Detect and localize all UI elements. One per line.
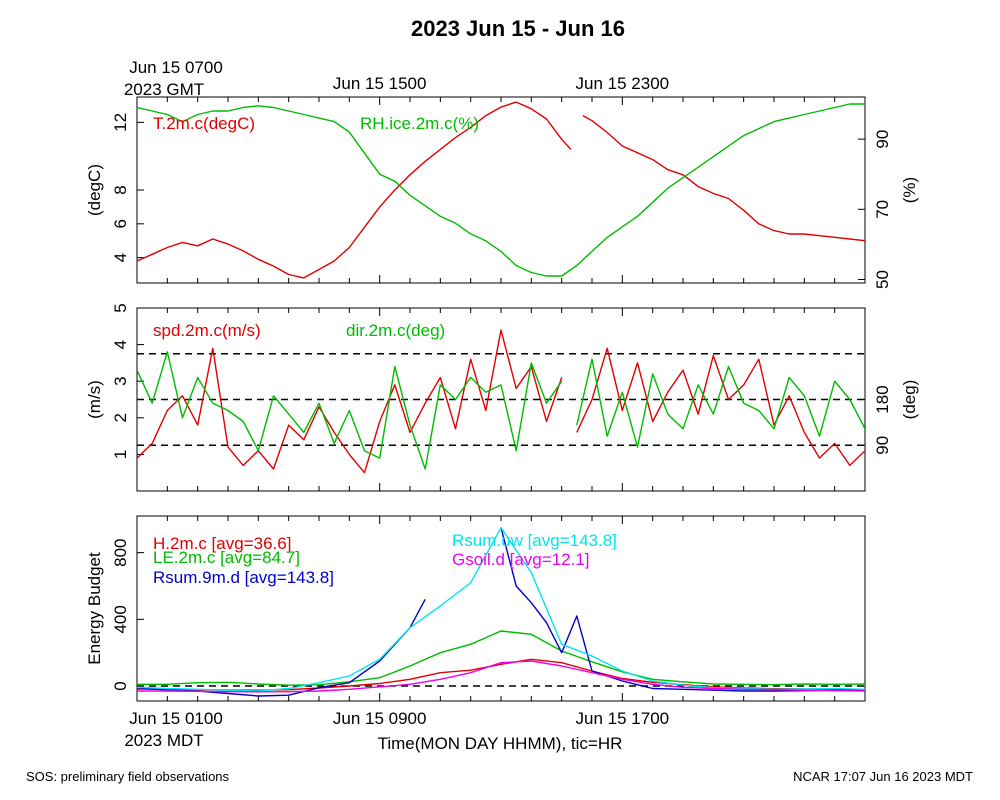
legend-label: spd.2m.c(m/s): [153, 321, 261, 340]
chart-title: 2023 Jun 15 - Jun 16: [411, 16, 625, 41]
y-tick-label-left: 800: [111, 538, 130, 566]
y-tick-label-left: 3: [111, 376, 130, 385]
y-tick-label-left: 4: [111, 253, 130, 262]
series-line-rh-ice-2m-c: [137, 103, 865, 277]
mdt-time-label: Jun 15 0900: [333, 709, 427, 728]
series-line-le-2m-c: [137, 630, 865, 686]
y-tick-label-left: 0: [111, 681, 130, 690]
y-tick-label-left: 400: [111, 605, 130, 633]
panel-energy-budget: 0 400 800 Energy Budget H.2m.c [avg=36.6]LE.…: [85, 515, 866, 702]
y-tick-label-left: 4: [111, 340, 130, 349]
y-axis-label-left: (degC): [85, 164, 104, 216]
y-axis-label-right: (%): [900, 177, 919, 203]
legend-label: Rsum.uw [avg=143.8]: [452, 531, 617, 550]
footer-left: SOS: preliminary field observations: [26, 769, 230, 784]
mdt-time-label: Jun 15 0100: [129, 709, 223, 728]
y-tick-label-left: 6: [111, 219, 130, 228]
series-line-gsoil-d: [137, 660, 865, 693]
gmt-time-label: Jun 15 1500: [333, 74, 427, 93]
legend-label: RH.ice.2m.c(%): [360, 114, 479, 133]
legend-label: T.2m.c(degC): [153, 114, 255, 133]
legend-label: H.2m.c [avg=36.6]: [153, 534, 291, 553]
series-line-t-2m-c: [137, 101, 865, 279]
mdt-time-label: 2023 MDT: [124, 731, 203, 750]
y-tick-label-left: 5: [111, 303, 130, 312]
legend-label: LE.2m.c [avg=84.7]: [153, 548, 300, 567]
y-tick-label-left: 1: [111, 450, 130, 459]
gmt-time-label: Jun 15 0700: [129, 58, 223, 77]
x-axis-label: Time(MON DAY HHMM), tic=HR: [378, 734, 623, 753]
mdt-time-label: Jun 15 1700: [576, 709, 670, 728]
legend-label: Rsum.9m.d [avg=143.8]: [153, 568, 334, 587]
y-axis-label-left: (m/s): [85, 380, 104, 419]
y-tick-label-left: 2: [111, 413, 130, 422]
y-tick-label-left: 8: [111, 185, 130, 194]
y-axis-label-right: (deg): [900, 380, 919, 420]
legend-label: Gsoil.d [avg=12.1]: [452, 550, 590, 569]
gmt-time-label: 2023 GMT: [124, 80, 204, 99]
y-tick-label-right: 180: [873, 385, 892, 413]
series-line-rsum-uw: [137, 527, 865, 692]
series-line-dir-2m-c: [137, 351, 865, 470]
gmt-time-label: Jun 15 2300: [576, 74, 670, 93]
mdt-time-labels: Jun 15 0100 2023 MDT Jun 15 0900 Jun 15 170…: [124, 709, 669, 750]
footer-right: NCAR 17:07 Jun 16 2023 MDT: [793, 769, 973, 784]
panel-temperature-humidity: 4 6 8 12 50 70 90 (degC) (%) T.2m.c(degC) RH.ice.2…: [85, 96, 919, 289]
y-axis-label-left: Energy Budget: [85, 552, 104, 665]
y-tick-label-right: 70: [873, 200, 892, 219]
gmt-time-labels: Jun 15 0700 2023 GMT Jun 15 1500 Jun 15 230…: [124, 58, 669, 99]
y-tick-label-right: 90: [873, 436, 892, 455]
y-tick-label-right: 50: [873, 270, 892, 289]
y-tick-label-left: 12: [111, 113, 130, 132]
panel-wind: 1 2 3 4 5 90 180 (m/s) (deg) spd.2m.c(m/s) dir.2m.…: [85, 303, 919, 492]
legend-label: dir.2m.c(deg): [346, 321, 445, 340]
y-tick-label-right: 90: [873, 130, 892, 149]
